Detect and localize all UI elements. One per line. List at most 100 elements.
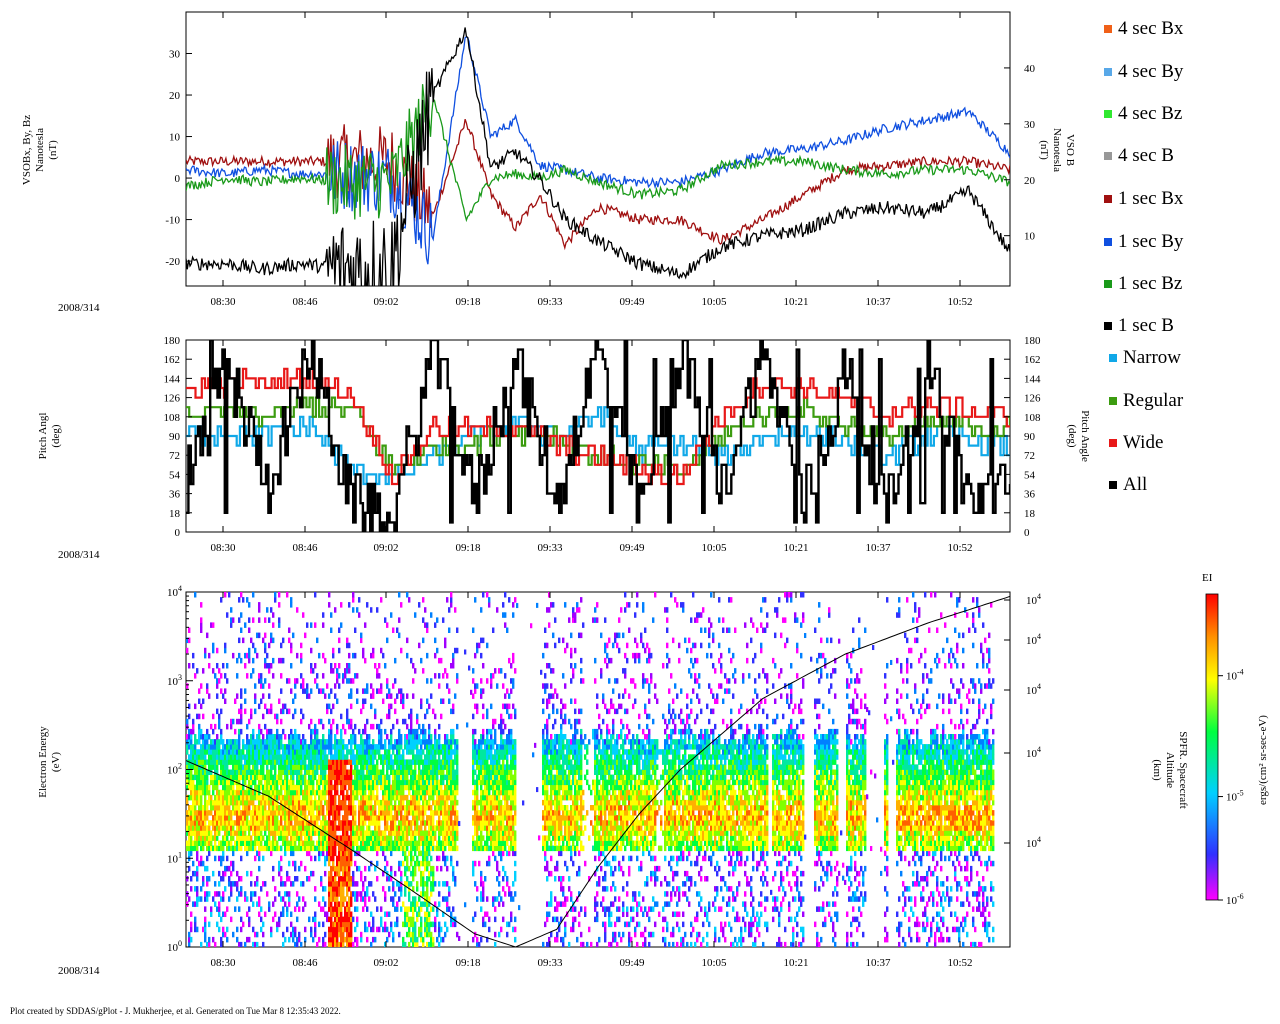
spec-cell <box>424 774 427 781</box>
spec-cell <box>500 926 503 933</box>
spec-cell <box>492 779 495 786</box>
spec-cell <box>434 830 437 836</box>
spec-cell <box>230 617 233 623</box>
spec-cell <box>494 799 497 806</box>
spec-cell <box>246 734 249 740</box>
spec-cell <box>348 820 351 826</box>
spec-cell <box>428 835 431 841</box>
spec-cell <box>272 835 275 841</box>
spec-cell <box>268 759 271 765</box>
spec-cell <box>484 794 487 801</box>
spec-cell <box>276 749 279 755</box>
spec-cell <box>242 739 245 745</box>
spec-cell <box>230 810 233 816</box>
spec-cell <box>436 840 439 846</box>
spec-cell <box>424 789 427 796</box>
spec-cell <box>430 739 433 745</box>
spec-cell <box>408 820 411 826</box>
spec-cell <box>362 784 365 791</box>
spec-cell <box>412 931 415 938</box>
spec-cell <box>436 764 439 770</box>
spec-cell <box>400 805 403 811</box>
spec-cell <box>392 840 395 846</box>
spec-cell <box>190 754 193 760</box>
spec-cell <box>426 627 429 633</box>
spec-cell <box>478 749 481 755</box>
spec-cell <box>312 916 315 923</box>
spec-cell <box>500 825 503 831</box>
spec-cell <box>508 744 511 750</box>
spec-cell <box>232 739 235 745</box>
spec-cell <box>482 799 485 806</box>
spec-cell <box>188 830 191 836</box>
spec-cell <box>496 744 499 750</box>
spec-cell <box>428 805 431 811</box>
spec-cell <box>222 764 225 770</box>
spec-cell <box>472 693 475 699</box>
spec-cell <box>196 713 199 720</box>
spec-cell <box>220 876 223 882</box>
spec-cell <box>222 784 225 791</box>
spec-cell <box>446 784 449 791</box>
spec-cell <box>288 810 291 816</box>
spec-cell <box>382 850 385 857</box>
spec-cell <box>452 845 455 852</box>
spec-cell <box>426 916 429 923</box>
spec-cell <box>500 820 503 826</box>
spec-cell <box>352 815 355 821</box>
spec-cell <box>220 916 223 923</box>
spec-cell <box>258 774 261 781</box>
spec-cell <box>388 774 391 781</box>
spec-cell <box>196 769 199 775</box>
spec-cell <box>312 784 315 791</box>
spec-cell <box>404 941 407 947</box>
spec-cell <box>320 789 323 796</box>
spec-cell <box>366 810 369 816</box>
spec-cell <box>196 855 199 862</box>
spec-cell <box>342 820 345 826</box>
spec-cell <box>286 749 289 755</box>
spec-cell <box>272 759 275 765</box>
spec-cell <box>404 739 407 745</box>
spec-cell <box>300 784 303 791</box>
spec-cell <box>504 739 507 745</box>
spec-cell <box>354 652 357 659</box>
spec-cell <box>348 876 351 882</box>
spec-cell <box>226 769 229 775</box>
spec-cell <box>446 799 449 806</box>
spec-cell <box>254 749 257 755</box>
spec-cell <box>512 749 515 755</box>
spec-cell <box>386 840 389 846</box>
spec-cell <box>544 769 547 775</box>
spec-cell <box>450 764 453 770</box>
spec-cell <box>350 855 353 862</box>
spec-cell <box>218 789 221 796</box>
spec-cell <box>486 749 489 755</box>
spec-cell <box>514 845 517 852</box>
spec-cell <box>218 810 221 816</box>
spec-cell <box>300 744 303 750</box>
spec-cell <box>356 749 359 755</box>
spec-cell <box>392 723 395 730</box>
spec-cell <box>224 688 227 694</box>
spec-cell <box>290 830 293 836</box>
spec-cell <box>188 734 191 740</box>
spec-cell <box>328 825 331 831</box>
spec-cell <box>190 759 193 765</box>
spec-cell <box>482 845 485 852</box>
spec-cell <box>542 708 545 715</box>
spec-cell <box>230 886 233 892</box>
spec-cell <box>418 931 421 938</box>
spec-cell <box>496 830 499 836</box>
spec-cell <box>452 774 455 781</box>
spec-cell <box>336 901 339 907</box>
spec-cell <box>402 749 405 755</box>
spec-cell <box>292 845 295 852</box>
spec-cell <box>476 647 479 654</box>
spec-cell <box>360 931 363 938</box>
spec-cell <box>384 739 387 745</box>
spec-cell <box>334 901 337 907</box>
spec-cell <box>382 698 385 704</box>
spec-cell <box>412 799 415 806</box>
spec-cell <box>304 759 307 765</box>
